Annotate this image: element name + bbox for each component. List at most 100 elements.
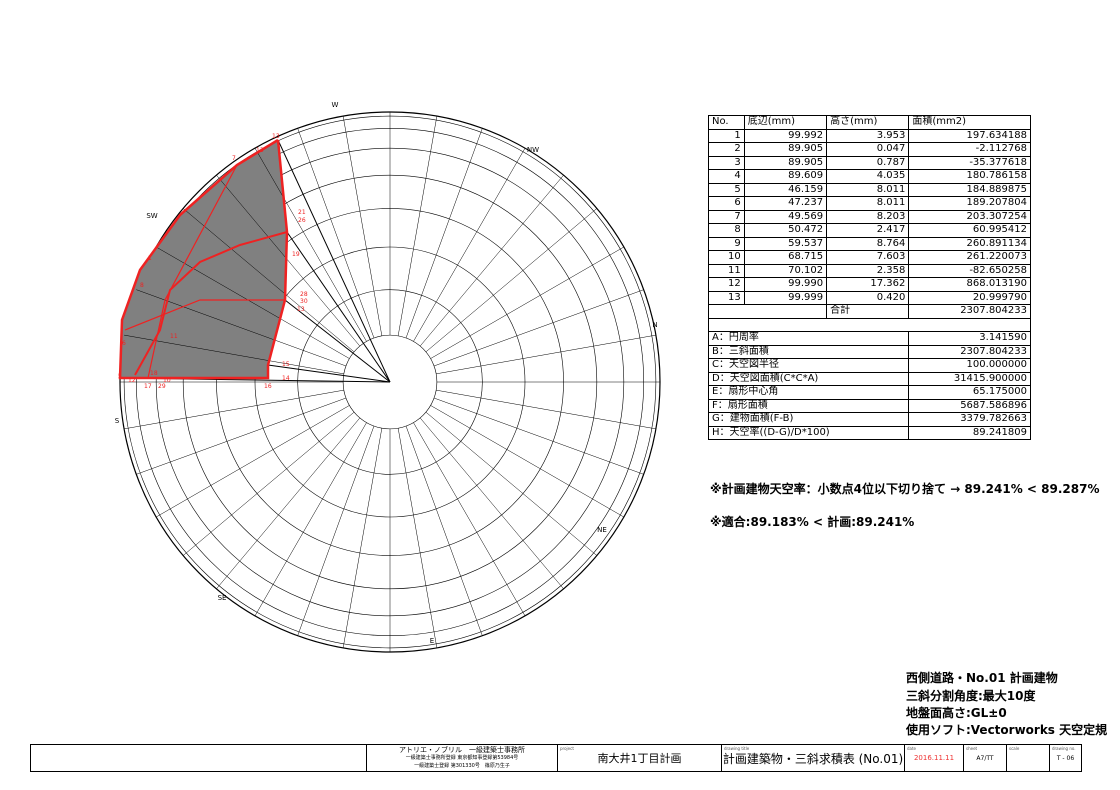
radial (425, 208, 597, 353)
sector-edge (277, 139, 391, 383)
point-label: 8 (140, 282, 144, 289)
point-label: 6 (122, 340, 126, 347)
no-cell: drawing no. T - 06 (1049, 744, 1082, 772)
table-row: 5 46.159 8.011 184.889875 (708, 182, 1031, 197)
compass-label: NW (527, 146, 539, 154)
table-cell: 184.889875 (908, 182, 1031, 197)
table-row: 7 49.569 8.203 203.307254 (708, 209, 1031, 224)
table-cell: 3 (708, 155, 745, 170)
date-cell: date 2016.11.11 (904, 744, 964, 772)
table-cell: 6 (708, 196, 745, 211)
table-cell: -82.650258 (908, 263, 1031, 278)
table-cell: 2 (708, 142, 745, 157)
table-cell: 8 (708, 223, 745, 238)
point-label: 11 (170, 333, 178, 340)
compass-label: W (332, 101, 339, 109)
table-cell (708, 317, 1031, 332)
table-row: 8 50.472 2.417 60.995412 (708, 223, 1031, 238)
blank-cell (30, 744, 367, 772)
radial (405, 128, 483, 339)
table-cell: 8.764 (826, 236, 910, 251)
drawing-cell: drawing title 計画建築物・三斜求積表 (No.01) (721, 744, 905, 772)
table-cell: 9 (708, 236, 745, 251)
table-cell: 260.891134 (908, 236, 1031, 251)
radial (436, 389, 656, 430)
table-cell: 12 (708, 277, 745, 292)
table-row: 12 99.990 17.362 868.013190 (708, 277, 1031, 292)
radial (342, 116, 383, 336)
office-line: 一級建築士登録 第301330号 篠原乃生子 (414, 763, 510, 769)
table-cell: 1 (708, 128, 745, 143)
point-label: 17 (144, 383, 152, 390)
table-row: 3 89.905 0.787 -35.377618 (708, 155, 1031, 170)
table-row: 11 70.102 2.358 -82.650258 (708, 263, 1031, 278)
radial (183, 411, 355, 556)
caption: scale (1009, 746, 1020, 751)
point-label: 18 (150, 370, 158, 377)
table-cell: 2307.804233 (908, 304, 1031, 319)
table-cell: 59.537 (743, 236, 828, 251)
point-label: 29 (158, 383, 166, 390)
scale-cell: scale (1006, 744, 1050, 772)
table-cell: 2.358 (826, 263, 910, 278)
point-label: 7 (232, 155, 236, 162)
radial (156, 246, 350, 359)
table-cell: 89.241809 (908, 425, 1031, 440)
table-cell: 2.417 (826, 223, 910, 238)
table-row: 10 68.715 7.603 261.220073 (708, 250, 1031, 265)
radial (124, 389, 344, 430)
building-inner (124, 299, 285, 331)
table-cell: 868.013190 (908, 277, 1031, 292)
building-inner (134, 231, 288, 376)
table-row: 合計 2307.804233 (707, 304, 1031, 319)
caption: project (560, 746, 574, 751)
radial (433, 397, 644, 475)
table-cell: F：扇形面積 (707, 398, 910, 413)
table-row: C：天空図半径 100.000000 (707, 358, 1031, 373)
point-label: 16 (264, 383, 272, 390)
note: ※計画建物天空率：小数点4位以下切り捨て → 89.241% < 89.287% (710, 482, 1100, 496)
project-cell: project 南大井1丁目計画 (557, 744, 722, 772)
table-row: E：扇形中心角 65.175000 (707, 385, 1031, 400)
note: ※適合:89.183% < 計画:89.241% (710, 515, 915, 529)
table-cell: 0.420 (826, 290, 910, 305)
radial (419, 175, 564, 347)
office-name: アトリエ・ノブリル 一級建築士事務所 (399, 746, 525, 754)
table-cell: 11 (708, 263, 745, 278)
table-cell: 0.047 (826, 142, 910, 157)
radial (216, 175, 361, 347)
table-cell: 189.207804 (908, 196, 1031, 211)
table-cell: 4.035 (826, 169, 910, 184)
radial (156, 405, 350, 518)
table-cell: 89.905 (743, 142, 828, 157)
radial (297, 425, 375, 636)
radial (405, 425, 483, 636)
table-row: 9 59.537 8.764 260.891134 (708, 236, 1031, 251)
table-cell: 0.787 (826, 155, 910, 170)
table-cell: 高さ(mm) (826, 115, 910, 130)
table-cell: 89.609 (743, 169, 828, 184)
table-cell: 89.905 (743, 155, 828, 170)
table-cell: 49.569 (743, 209, 828, 224)
table-row: H：天空率((D-G)/D*100) 89.241809 (707, 425, 1031, 440)
caption: date (907, 746, 917, 751)
table-row: B：三斜面積 2307.804233 (707, 344, 1031, 359)
radial (297, 128, 375, 339)
table-cell: E：扇形中心角 (707, 385, 910, 400)
table-cell: 7 (708, 209, 745, 224)
compass-label: S (115, 417, 120, 425)
compass-label: NE (597, 526, 607, 534)
radial (433, 289, 644, 367)
point-label: 14 (282, 375, 290, 382)
building-inner (147, 164, 238, 379)
table-cell: 10 (708, 250, 745, 265)
spec: 地盤面高さ:GL±0 (906, 706, 1007, 720)
table-cell: -35.377618 (908, 155, 1031, 170)
table-row: 6 47.237 8.011 189.207804 (708, 196, 1031, 211)
point-label: 19 (292, 251, 300, 258)
table-row: No. 底辺(mm) 高さ(mm) 面積(mm2) (708, 115, 1031, 130)
table-cell: 203.307254 (908, 209, 1031, 224)
radial (136, 397, 347, 475)
point-label: 28 (300, 291, 308, 298)
